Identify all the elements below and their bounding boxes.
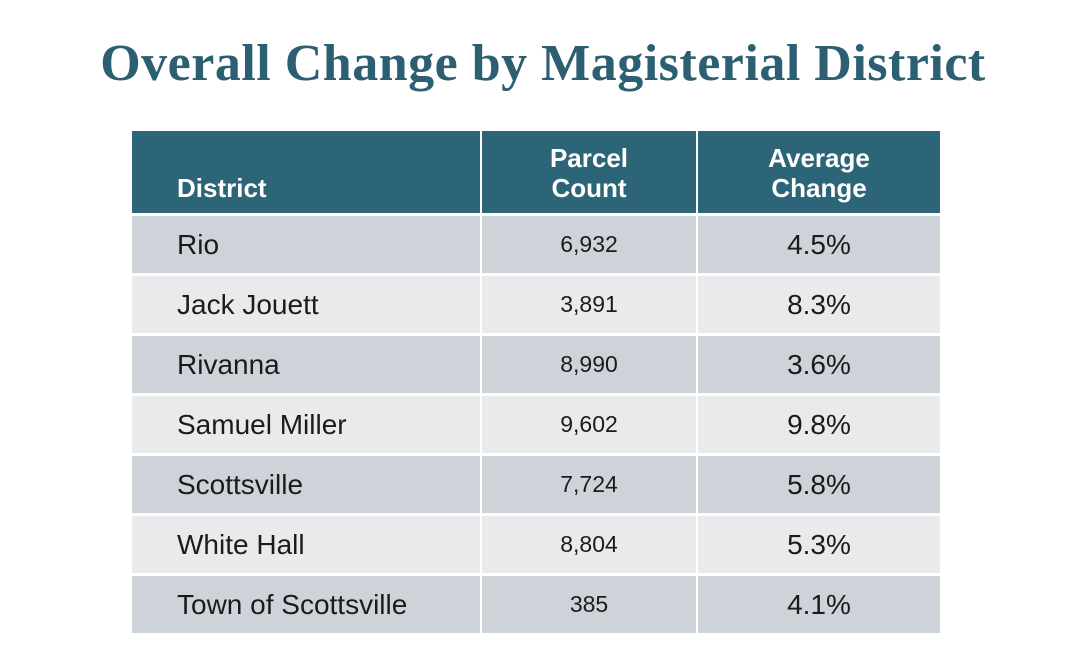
parcel-count-cell: 3,891 [482, 273, 698, 333]
district-cell: Jack Jouett [132, 273, 482, 333]
parcel-count-cell: 9,602 [482, 393, 698, 453]
column-header-average-change-label: Average Change [768, 142, 870, 203]
district-cell: White Hall [132, 513, 482, 573]
table-row: Jack Jouett 3,891 8.3% [132, 273, 940, 333]
average-change-cell: 5.3% [698, 513, 940, 573]
average-change-cell: 9.8% [698, 393, 940, 453]
table-row: White Hall 8,804 5.3% [132, 513, 940, 573]
slide-title: Overall Change by Magisterial District [100, 35, 986, 92]
district-change-table: District Parcel Count Average Change Rio… [132, 131, 940, 633]
column-header-district: District [132, 131, 482, 213]
column-header-average-change: Average Change [698, 131, 940, 213]
table-row: Samuel Miller 9,602 9.8% [132, 393, 940, 453]
column-header-parcel-count: Parcel Count [482, 131, 698, 213]
column-header-district-label: District [177, 173, 267, 203]
district-cell: Rio [132, 213, 482, 273]
average-change-cell: 3.6% [698, 333, 940, 393]
parcel-count-cell: 385 [482, 573, 698, 633]
district-cell: Scottsville [132, 453, 482, 513]
parcel-count-cell: 6,932 [482, 213, 698, 273]
column-header-parcel-count-label: Parcel Count [549, 142, 629, 203]
parcel-count-cell: 8,804 [482, 513, 698, 573]
average-change-cell: 5.8% [698, 453, 940, 513]
table-row: Rio 6,932 4.5% [132, 213, 940, 273]
table-row: Rivanna 8,990 3.6% [132, 333, 940, 393]
average-change-cell: 4.5% [698, 213, 940, 273]
district-cell: Rivanna [132, 333, 482, 393]
parcel-count-cell: 7,724 [482, 453, 698, 513]
table-row: Scottsville 7,724 5.8% [132, 453, 940, 513]
average-change-cell: 8.3% [698, 273, 940, 333]
table-row: Town of Scottsville 385 4.1% [132, 573, 940, 633]
table-header-row: District Parcel Count Average Change [132, 131, 940, 213]
district-cell: Samuel Miller [132, 393, 482, 453]
district-cell: Town of Scottsville [132, 573, 482, 633]
average-change-cell: 4.1% [698, 573, 940, 633]
parcel-count-cell: 8,990 [482, 333, 698, 393]
